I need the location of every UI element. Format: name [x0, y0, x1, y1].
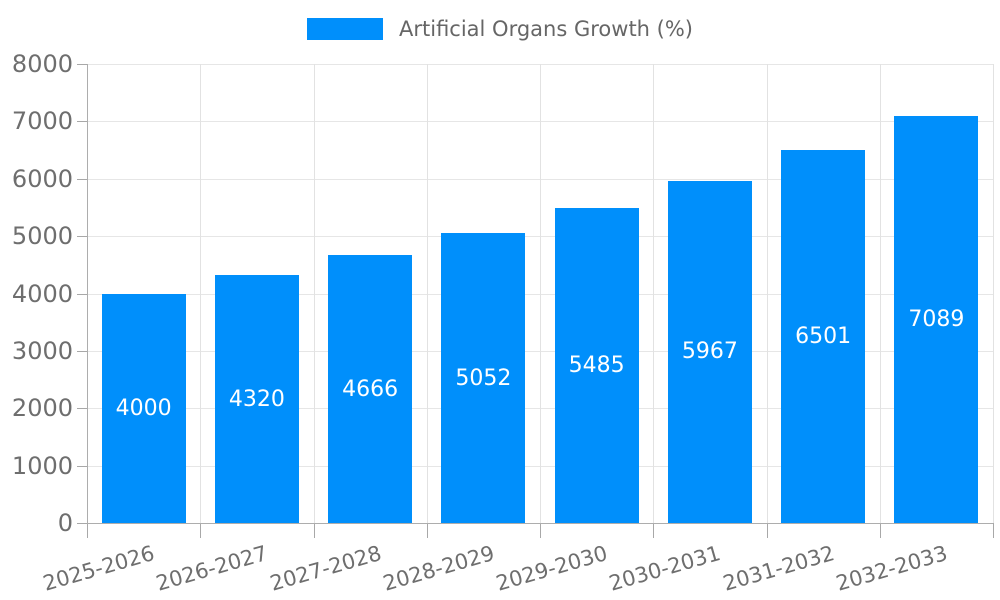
y-axis-tick — [77, 236, 87, 238]
gridline-vertical — [540, 64, 541, 523]
bar[interactable]: 5052 — [441, 233, 526, 523]
y-axis-tick — [77, 121, 87, 123]
x-axis-tick — [879, 523, 881, 538]
legend-item[interactable]: Artificial Organs Growth (%) — [0, 17, 1000, 41]
bar-value-label: 5485 — [568, 353, 625, 379]
y-axis-label: 8000 — [11, 50, 73, 78]
gridline-vertical — [766, 64, 768, 523]
x-axis-tick — [540, 523, 541, 538]
bar[interactable]: 4000 — [101, 293, 186, 523]
gridline-vertical — [200, 64, 202, 523]
y-axis-label: 5000 — [11, 222, 73, 251]
bar-value-label: 5052 — [455, 365, 512, 391]
x-axis-label: 2031-2032 — [720, 541, 837, 596]
gridline-vertical — [426, 64, 428, 523]
bar[interactable]: 4320 — [214, 275, 299, 523]
x-axis-label: 2030-2031 — [606, 541, 724, 596]
gridline-vertical — [993, 64, 994, 523]
bar[interactable]: 7089 — [894, 116, 979, 523]
y-axis-tick — [77, 350, 87, 352]
bar-value-label: 6501 — [795, 323, 852, 349]
y-axis-label: 6000 — [11, 164, 73, 193]
gridline-vertical — [653, 64, 655, 523]
y-axis-label: 7000 — [11, 107, 73, 136]
legend-swatch — [307, 18, 383, 40]
bar-value-label: 7089 — [908, 307, 965, 333]
y-axis-line — [87, 64, 88, 524]
x-axis-label: 2026-2027 — [153, 541, 271, 596]
y-axis-tick — [77, 408, 87, 410]
y-axis-tick — [77, 523, 87, 524]
x-axis-tick — [766, 523, 768, 538]
x-axis-tick — [426, 523, 428, 538]
x-axis-tick — [313, 523, 315, 538]
y-axis-tick — [77, 293, 87, 295]
x-axis-label: 2025-2026 — [40, 541, 158, 596]
bar[interactable]: 5485 — [554, 208, 639, 523]
x-axis-label: 2027-2028 — [267, 541, 384, 596]
bar-value-label: 4320 — [228, 386, 285, 412]
bar[interactable]: 6501 — [781, 150, 866, 523]
x-axis-label: 2029-2030 — [493, 541, 611, 596]
bar-value-label: 5967 — [681, 339, 738, 365]
legend-label: Artificial Organs Growth (%) — [399, 17, 693, 41]
x-axis-label: 2028-2029 — [380, 541, 497, 596]
x-axis-tick — [653, 523, 655, 538]
y-axis-tick — [77, 64, 87, 65]
y-axis-tick — [77, 465, 87, 467]
y-axis-label: 4000 — [11, 279, 73, 308]
y-axis-label: 3000 — [11, 336, 73, 365]
bar[interactable]: 4666 — [328, 255, 413, 523]
gridline-vertical — [879, 64, 881, 523]
bar-value-label: 4666 — [342, 376, 399, 402]
x-axis-tick — [87, 523, 88, 538]
bar[interactable]: 5967 — [667, 180, 752, 523]
x-axis-label: 2032-2033 — [833, 541, 950, 596]
y-axis-label: 2000 — [11, 394, 73, 423]
bar-value-label: 4000 — [115, 395, 172, 421]
y-axis-label: 1000 — [11, 451, 73, 480]
y-axis-label: 0 — [57, 509, 73, 537]
x-axis-line — [87, 523, 993, 524]
gridline-vertical — [313, 64, 315, 523]
y-axis-tick — [77, 178, 87, 180]
x-axis-tick — [200, 523, 202, 538]
x-axis-tick — [993, 523, 994, 538]
